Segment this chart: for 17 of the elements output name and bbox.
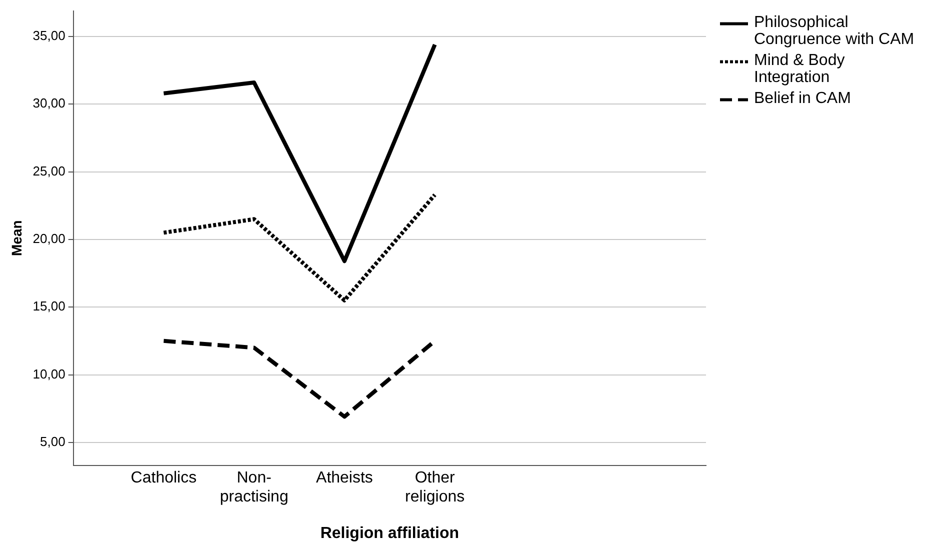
y-axis-title: Mean bbox=[8, 220, 24, 256]
y-tick-label: 25,00 bbox=[32, 163, 66, 178]
x-tick-label: Catholics bbox=[130, 469, 197, 486]
y-tick-label: 35,00 bbox=[32, 28, 66, 44]
x-tick-label: Other religions bbox=[405, 469, 465, 506]
legend-label: Philosophical Congruence with CAM bbox=[754, 14, 914, 48]
y-tick-label: 10,00 bbox=[32, 366, 66, 382]
y-tick-label: 30,00 bbox=[32, 96, 66, 111]
y-tick-label: 5,00 bbox=[40, 434, 66, 449]
legend-label: Mind & Body Integration bbox=[754, 52, 845, 86]
x-axis-title: Religion affiliation bbox=[320, 524, 459, 542]
y-tick-label: 15,00 bbox=[32, 298, 66, 314]
x-tick-label: Non-practising bbox=[220, 469, 288, 506]
x-tick-label: Atheists bbox=[316, 469, 373, 486]
legend-label: Belief in CAM bbox=[754, 90, 851, 108]
y-tick-label: 20,00 bbox=[32, 231, 66, 246]
line-series bbox=[162, 192, 437, 302]
